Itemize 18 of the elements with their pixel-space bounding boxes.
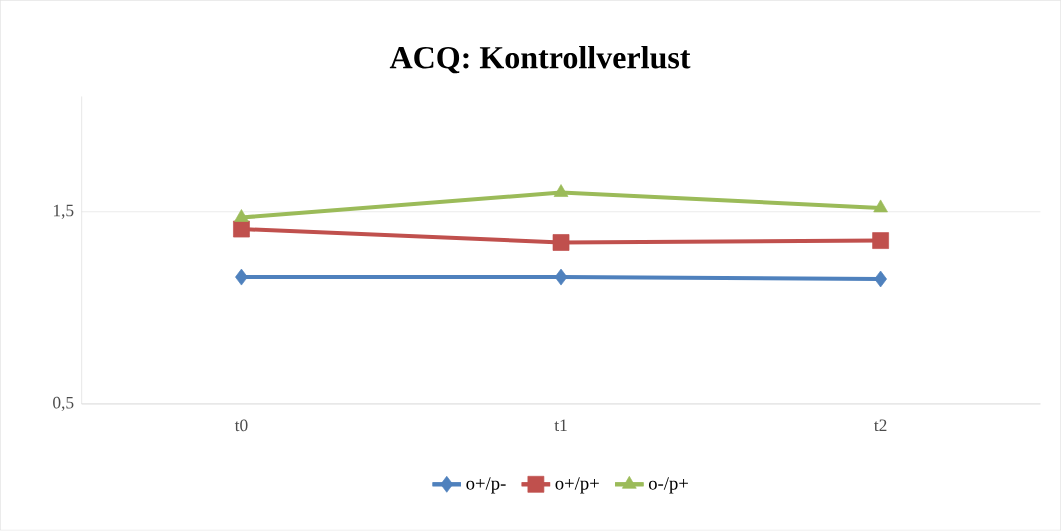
y-tick-label: 0,5 [53, 397, 74, 412]
point [233, 220, 250, 238]
y-tick-label: 1,5 [53, 204, 74, 220]
point [874, 270, 887, 288]
x-tick-label: t2 [874, 419, 887, 432]
point [873, 199, 888, 213]
x-tick-label: t0 [234, 419, 248, 432]
legend-label: o-/p+ [648, 477, 688, 494]
point [554, 268, 568, 286]
chart-title: ACQ: Kontrollverlust [389, 46, 691, 74]
point [235, 268, 248, 286]
point [234, 209, 249, 223]
point [552, 234, 570, 252]
point [553, 184, 569, 198]
point [872, 232, 889, 250]
x-tick-label: t1 [554, 419, 567, 432]
legend-label: o+/p+ [555, 477, 599, 494]
legend-label: o+/p- [466, 477, 506, 494]
